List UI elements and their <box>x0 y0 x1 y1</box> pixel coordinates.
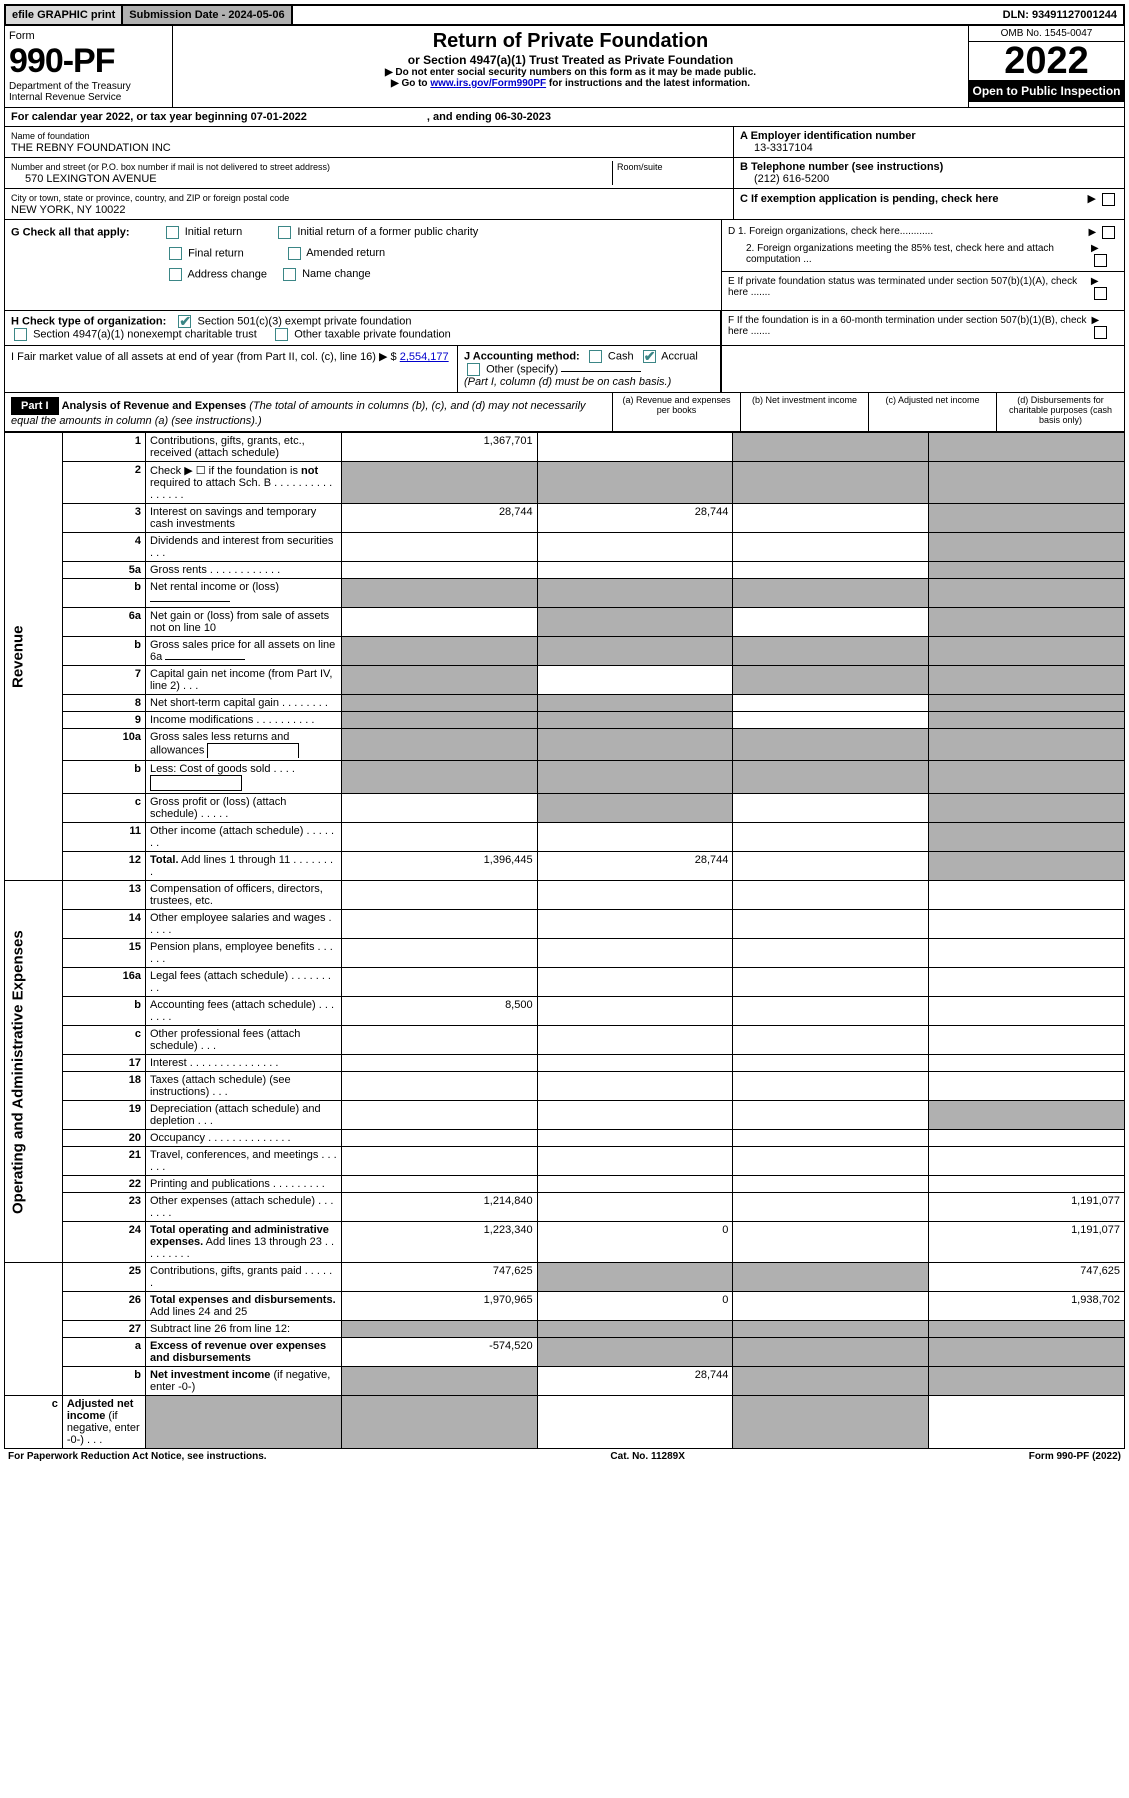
col-c-head: (c) Adjusted net income <box>868 393 996 431</box>
room-label: Room/suite <box>617 162 663 172</box>
col-a-head: (a) Revenue and expenses per books <box>612 393 740 431</box>
ein-value: 13-3317104 <box>740 142 813 154</box>
col-d-head: (d) Disbursements for charitable purpose… <box>996 393 1124 431</box>
form-header: Form 990-PF Department of the Treasury I… <box>4 26 1125 108</box>
checkbox-f[interactable] <box>1094 326 1107 339</box>
street-address: 570 LEXINGTON AVENUE <box>11 173 157 185</box>
city-state-zip: NEW YORK, NY 10022 <box>11 204 126 216</box>
checkbox-d1[interactable] <box>1102 226 1115 239</box>
form-note-1: ▶ Do not enter social security numbers o… <box>179 67 962 78</box>
checkbox-other-taxable[interactable] <box>275 328 288 341</box>
checkbox-addrchg[interactable] <box>169 268 182 281</box>
entity-info: Name of foundation THE REBNY FOUNDATION … <box>4 127 1125 220</box>
checkbox-c[interactable] <box>1102 193 1115 206</box>
section-h: H Check type of organization: Section 50… <box>4 311 1125 346</box>
calendar-year-row: For calendar year 2022, or tax year begi… <box>4 108 1125 127</box>
cat-no: Cat. No. 11289X <box>610 1451 684 1462</box>
i-label: I Fair market value of all assets at end… <box>11 351 376 363</box>
part-i-table: Revenue1Contributions, gifts, grants, et… <box>4 432 1125 1449</box>
checkbox-4947[interactable] <box>14 328 27 341</box>
j-label: J Accounting method: <box>464 350 580 362</box>
part-i-title: Analysis of Revenue and Expenses <box>62 400 247 412</box>
city-label: City or town, state or province, country… <box>11 193 289 203</box>
form-ref: Form 990-PF (2022) <box>1029 1451 1121 1462</box>
dln: DLN: 93491127001244 <box>997 6 1123 24</box>
name-label: Name of foundation <box>11 131 90 141</box>
open-inspection: Open to Public Inspection <box>969 80 1124 102</box>
form-label: Form <box>9 30 168 42</box>
form-subtitle: or Section 4947(a)(1) Trust Treated as P… <box>179 53 962 67</box>
checkbox-amended[interactable] <box>288 247 301 260</box>
checkbox-e[interactable] <box>1094 287 1107 300</box>
col-b-head: (b) Net investment income <box>740 393 868 431</box>
checkbox-accrual[interactable] <box>643 350 656 363</box>
form-title: Return of Private Foundation <box>179 30 962 53</box>
submission-date: Submission Date - 2024-05-06 <box>121 6 292 24</box>
ein-label: A Employer identification number <box>740 130 916 142</box>
dept-treasury: Department of the Treasury <box>9 81 168 92</box>
part-i-header: Part I Analysis of Revenue and Expenses … <box>4 393 1125 432</box>
checkbox-initial-former[interactable] <box>278 226 291 239</box>
fmv-value[interactable]: 2,554,177 <box>400 351 449 363</box>
g-label: G Check all that apply: <box>11 226 130 238</box>
checkbox-cash[interactable] <box>589 350 602 363</box>
page-footer: For Paperwork Reduction Act Notice, see … <box>4 1449 1125 1464</box>
section-g-d: G Check all that apply: Initial return I… <box>4 220 1125 311</box>
form-number: 990-PF <box>9 42 168 81</box>
checkbox-other-method[interactable] <box>467 363 480 376</box>
checkbox-initial[interactable] <box>166 226 179 239</box>
section-ij: I Fair market value of all assets at end… <box>4 346 1125 393</box>
addr-label: Number and street (or P.O. box number if… <box>11 162 330 172</box>
efile-label[interactable]: efile GRAPHIC print <box>6 6 121 24</box>
part-i-label: Part I <box>11 397 59 415</box>
top-bar: efile GRAPHIC print Submission Date - 20… <box>4 4 1125 26</box>
checkbox-namechg[interactable] <box>283 268 296 281</box>
irs-link[interactable]: www.irs.gov/Form990PF <box>430 78 546 89</box>
phone-value: (212) 616-5200 <box>740 173 829 185</box>
phone-label: B Telephone number (see instructions) <box>740 161 943 173</box>
checkbox-d2[interactable] <box>1094 254 1107 267</box>
paperwork-notice: For Paperwork Reduction Act Notice, see … <box>8 1451 267 1462</box>
tax-year: 2022 <box>969 42 1124 80</box>
irs-label: Internal Revenue Service <box>9 92 168 103</box>
h-label: H Check type of organization: <box>11 315 166 327</box>
exemption-label: C If exemption application is pending, c… <box>740 193 999 205</box>
checkbox-501c3[interactable] <box>178 315 191 328</box>
foundation-name: THE REBNY FOUNDATION INC <box>11 142 171 154</box>
checkbox-final[interactable] <box>169 247 182 260</box>
form-note-2: ▶ Go to www.irs.gov/Form990PF for instru… <box>179 78 962 89</box>
